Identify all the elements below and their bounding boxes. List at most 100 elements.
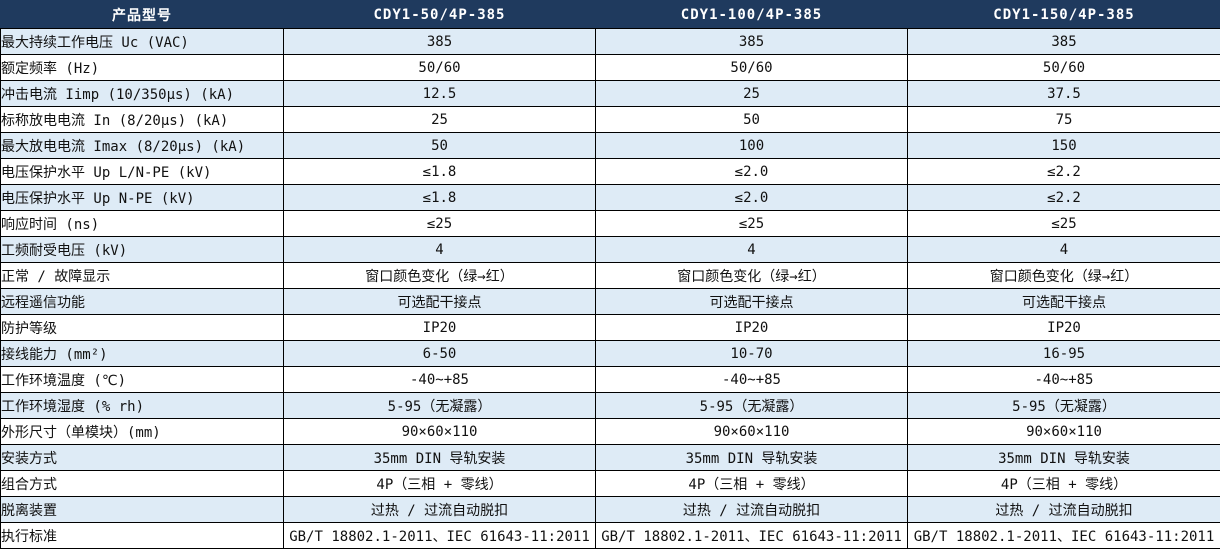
spec-value-cell: -40~+85 (595, 366, 908, 393)
spec-value-cell: 5-95（无凝露） (595, 392, 908, 419)
spec-label-cell: 外形尺寸（单模块）(mm) (0, 418, 284, 445)
table-row: 正常 / 故障显示 窗口颜色变化（绿→红） 窗口颜色变化（绿→红） 窗口颜色变化（绿→… (0, 262, 1220, 289)
spec-value-cell: 50 (283, 132, 596, 159)
spec-value-cell: ≤25 (595, 210, 908, 237)
header-model-cell-3: CDY1-150/4P-385 (907, 0, 1220, 29)
spec-value-cell: IP20 (595, 314, 908, 341)
header-model-cell-2: CDY1-100/4P-385 (595, 0, 908, 29)
spec-label-cell: 工作环境温度 (℃) (0, 366, 284, 393)
spec-value-cell: -40~+85 (907, 366, 1220, 393)
spec-label-cell: 脱离装置 (0, 496, 284, 523)
spec-value-cell: 5-95（无凝露） (283, 392, 596, 419)
spec-label-cell: 防护等级 (0, 314, 284, 341)
table-row: 远程遥信功能 可选配干接点 可选配干接点 可选配干接点 (0, 288, 1220, 315)
spec-value-cell: 可选配干接点 (595, 288, 908, 315)
spec-label-cell: 组合方式 (0, 470, 284, 497)
spec-value-cell: ≤2.2 (907, 158, 1220, 185)
spec-label-cell: 正常 / 故障显示 (0, 262, 284, 289)
spec-label-cell: 响应时间 (ns) (0, 210, 284, 237)
spec-value-cell: 90×60×110 (907, 418, 1220, 445)
spec-value-cell: 4 (907, 236, 1220, 263)
spec-value-cell: 385 (907, 28, 1220, 55)
table-row: 工作环境湿度 (% rh) 5-95（无凝露） 5-95（无凝露） 5-95（无凝露） (0, 392, 1220, 419)
table-row: 工作环境温度 (℃) -40~+85 -40~+85 -40~+85 (0, 366, 1220, 393)
spec-label-cell: 最大持续工作电压 Uc (VAC) (0, 28, 284, 55)
spec-value-cell: 窗口颜色变化（绿→红） (283, 262, 596, 289)
spec-label-cell: 电压保护水平 Up L/N-PE (kV) (0, 158, 284, 185)
spec-value-cell: 75 (907, 106, 1220, 133)
spec-table-header: 产品型号 CDY1-50/4P-385 CDY1-100/4P-385 CDY1… (0, 0, 1220, 29)
spec-label-cell: 电压保护水平 Up N-PE (kV) (0, 184, 284, 211)
table-row: 最大持续工作电压 Uc (VAC) 385 385 385 (0, 28, 1220, 55)
spec-value-cell: 10-70 (595, 340, 908, 367)
spec-value-cell: ≤25 (907, 210, 1220, 237)
spec-value-cell: 窗口颜色变化（绿→红） (907, 262, 1220, 289)
spec-label-cell: 工频耐受电压 (kV) (0, 236, 284, 263)
spec-value-cell: ≤1.8 (283, 158, 596, 185)
spec-value-cell: 过热 / 过流自动脱扣 (283, 496, 596, 523)
table-row: 最大放电电流 Imax (8/20μs) (kA) 50 100 150 (0, 132, 1220, 159)
table-row: 安装方式 35mm DIN 导轨安装 35mm DIN 导轨安装 35mm DIN 导… (0, 444, 1220, 471)
spec-value-cell: 可选配干接点 (907, 288, 1220, 315)
spec-value-cell: 6-50 (283, 340, 596, 367)
spec-label-cell: 冲击电流 Iimp (10/350μs) (kA) (0, 80, 284, 107)
table-row: 执行标准 GB/T 18802.1-2011、IEC 61643-11:2011 G… (0, 522, 1220, 549)
spec-value-cell: 385 (283, 28, 596, 55)
table-row: 组合方式 4P（三相 + 零线） 4P（三相 + 零线） 4P（三相 + 零线） (0, 470, 1220, 497)
spec-label-cell: 工作环境湿度 (% rh) (0, 392, 284, 419)
spec-value-cell: 100 (595, 132, 908, 159)
spec-value-cell: 385 (595, 28, 908, 55)
spec-value-cell: ≤1.8 (283, 184, 596, 211)
header-label-column-title: 产品型号 (0, 0, 284, 29)
spec-value-cell: IP20 (907, 314, 1220, 341)
spec-label-cell: 远程遥信功能 (0, 288, 284, 315)
spec-label-cell: 执行标准 (0, 522, 284, 549)
header-model-cell-1: CDY1-50/4P-385 (283, 0, 596, 29)
spec-value-cell: 25 (283, 106, 596, 133)
spec-value-cell: 4P（三相 + 零线） (907, 470, 1220, 497)
spec-value-cell: 50/60 (283, 54, 596, 81)
spec-value-cell: 5-95（无凝露） (907, 392, 1220, 419)
spec-value-cell: ≤2.2 (907, 184, 1220, 211)
spec-value-cell: 50/60 (595, 54, 908, 81)
spec-value-cell: 50/60 (907, 54, 1220, 81)
spec-value-cell: 50 (595, 106, 908, 133)
spec-value-cell: 4P（三相 + 零线） (283, 470, 596, 497)
spec-value-cell: ≤25 (283, 210, 596, 237)
spec-value-cell: 35mm DIN 导轨安装 (283, 444, 596, 471)
table-row: 额定频率 (Hz) 50/60 50/60 50/60 (0, 54, 1220, 81)
spec-value-cell: 4 (283, 236, 596, 263)
table-row: 电压保护水平 Up N-PE (kV) ≤1.8 ≤2.0 ≤2.2 (0, 184, 1220, 211)
spec-value-cell: GB/T 18802.1-2011、IEC 61643-11:2011 (907, 522, 1220, 549)
spec-value-cell: GB/T 18802.1-2011、IEC 61643-11:2011 (283, 522, 596, 549)
spec-value-cell: 4 (595, 236, 908, 263)
spec-label-cell: 接线能力 (mm²) (0, 340, 284, 367)
spec-value-cell: 12.5 (283, 80, 596, 107)
spec-label-cell: 额定频率 (Hz) (0, 54, 284, 81)
table-row: 标称放电电流 In (8/20μs) (kA) 25 50 75 (0, 106, 1220, 133)
header-row: 产品型号 CDY1-50/4P-385 CDY1-100/4P-385 CDY1… (0, 0, 1220, 29)
table-row: 外形尺寸（单模块）(mm) 90×60×110 90×60×110 90×60×110 (0, 418, 1220, 445)
spec-value-cell: 过热 / 过流自动脱扣 (595, 496, 908, 523)
spec-value-cell: 4P（三相 + 零线） (595, 470, 908, 497)
spec-label-cell: 标称放电电流 In (8/20μs) (kA) (0, 106, 284, 133)
spec-value-cell: 可选配干接点 (283, 288, 596, 315)
table-row: 工频耐受电压 (kV) 4 4 4 (0, 236, 1220, 263)
spec-value-cell: 90×60×110 (283, 418, 596, 445)
spec-value-cell: ≤2.0 (595, 184, 908, 211)
spec-label-cell: 最大放电电流 Imax (8/20μs) (kA) (0, 132, 284, 159)
spec-label-cell: 安装方式 (0, 444, 284, 471)
spec-value-cell: -40~+85 (283, 366, 596, 393)
spec-table-body: 最大持续工作电压 Uc (VAC) 385 385 385 额定频率 (Hz) 50/60… (0, 28, 1220, 549)
spec-value-cell: 16-95 (907, 340, 1220, 367)
spec-value-cell: 35mm DIN 导轨安装 (595, 444, 908, 471)
table-row: 响应时间 (ns) ≤25 ≤25 ≤25 (0, 210, 1220, 237)
spec-value-cell: 90×60×110 (595, 418, 908, 445)
spec-value-cell: GB/T 18802.1-2011、IEC 61643-11:2011 (595, 522, 908, 549)
spec-value-cell: 37.5 (907, 80, 1220, 107)
spec-value-cell: ≤2.0 (595, 158, 908, 185)
table-row: 脱离装置 过热 / 过流自动脱扣 过热 / 过流自动脱扣 过热 / 过流自动脱扣 (0, 496, 1220, 523)
table-row: 电压保护水平 Up L/N-PE (kV) ≤1.8 ≤2.0 ≤2.2 (0, 158, 1220, 185)
